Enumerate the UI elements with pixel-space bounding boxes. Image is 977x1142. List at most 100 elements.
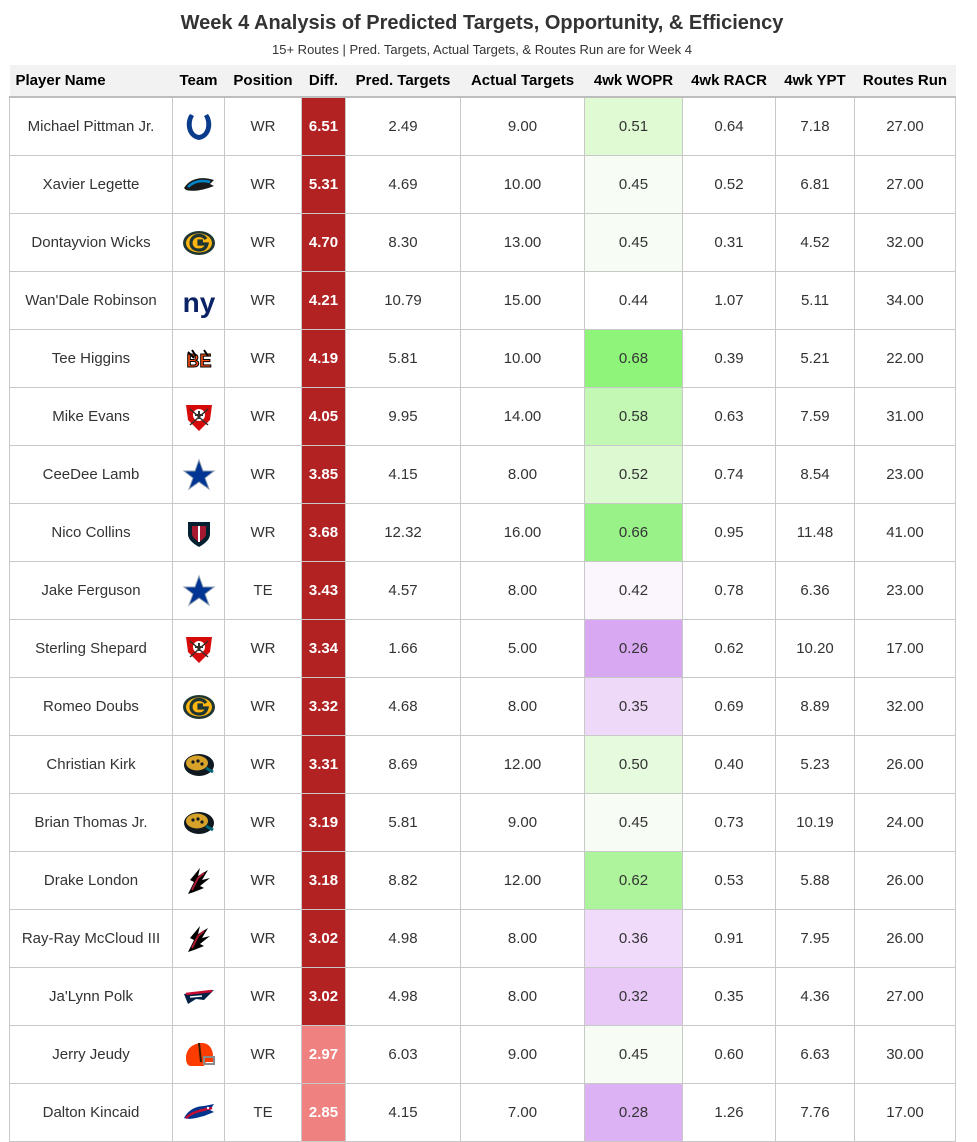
- colts-horseshoe-icon: [182, 110, 216, 144]
- table-row: Dontayvion Wicks WR 4.70 8.30 13.00 0.45 0.31 4…: [9, 213, 956, 272]
- packers-g-icon: [182, 690, 216, 724]
- racr-cell: 0.39: [682, 329, 776, 388]
- team-logo-cell: [172, 619, 225, 678]
- ypt-cell: 6.36: [775, 561, 855, 620]
- wopr-cell: 0.45: [584, 155, 683, 214]
- ypt-cell: 11.48: [775, 503, 855, 562]
- routes-run-cell: 23.00: [854, 561, 956, 620]
- wopr-cell: 0.32: [584, 967, 683, 1026]
- routes-run-cell: 27.00: [854, 155, 956, 214]
- position-cell: WR: [224, 909, 302, 968]
- column-header[interactable]: Player Name: [9, 65, 173, 98]
- column-header[interactable]: Diff.: [301, 65, 346, 98]
- column-header[interactable]: Position: [224, 65, 302, 98]
- column-header[interactable]: Team: [172, 65, 225, 98]
- analysis-table-container: Week 4 Analysis of Predicted Targets, Op…: [9, 0, 956, 1142]
- actual-targets-cell: 5.00: [460, 619, 585, 678]
- giants-ny-icon: ny: [182, 284, 216, 318]
- team-logo-cell: [172, 445, 225, 504]
- table-row: Wan'Dale Robinson ny WR 4.21 10.79 15.00 0.44 1…: [9, 271, 956, 330]
- player-name-cell: Xavier Legette: [9, 155, 173, 214]
- team-logo-cell: [172, 96, 225, 156]
- pred-targets-cell: 4.98: [345, 967, 461, 1026]
- team-logo-cell: [172, 909, 225, 968]
- pred-targets-cell: 12.32: [345, 503, 461, 562]
- wopr-cell: 0.35: [584, 677, 683, 736]
- player-name-cell: Christian Kirk: [9, 735, 173, 794]
- wopr-cell: 0.50: [584, 735, 683, 794]
- team-logo-cell: [172, 1083, 225, 1142]
- routes-run-cell: 30.00: [854, 1025, 956, 1084]
- column-header[interactable]: 4wk WOPR: [584, 65, 683, 98]
- wopr-cell: 0.62: [584, 851, 683, 910]
- pred-targets-cell: 6.03: [345, 1025, 461, 1084]
- actual-targets-cell: 16.00: [460, 503, 585, 562]
- routes-run-cell: 26.00: [854, 909, 956, 968]
- diff-cell: 4.05: [301, 387, 346, 446]
- targets-table: Player Name Team Position Diff. Pred. Ta…: [9, 65, 956, 1142]
- team-logo-cell: [172, 213, 225, 272]
- ypt-cell: 7.76: [775, 1083, 855, 1142]
- pred-targets-cell: 5.81: [345, 793, 461, 852]
- routes-run-cell: 17.00: [854, 1083, 956, 1142]
- team-logo-cell: [172, 387, 225, 446]
- routes-run-cell: 32.00: [854, 677, 956, 736]
- routes-run-cell: 32.00: [854, 213, 956, 272]
- wopr-cell: 0.26: [584, 619, 683, 678]
- table-row: Drake London WR 3.18 8.82 12.00 0.62 0.53 5.88 2…: [9, 851, 956, 910]
- diff-cell: 3.68: [301, 503, 346, 562]
- racr-cell: 0.60: [682, 1025, 776, 1084]
- racr-cell: 0.63: [682, 387, 776, 446]
- team-logo-cell: [172, 677, 225, 736]
- wopr-cell: 0.45: [584, 793, 683, 852]
- ypt-cell: 7.18: [775, 96, 855, 156]
- player-name-cell: Dalton Kincaid: [9, 1083, 173, 1142]
- bills-icon: [182, 1096, 216, 1130]
- wopr-cell: 0.52: [584, 445, 683, 504]
- position-cell: WR: [224, 851, 302, 910]
- actual-targets-cell: 7.00: [460, 1083, 585, 1142]
- position-cell: WR: [224, 503, 302, 562]
- pred-targets-cell: 4.57: [345, 561, 461, 620]
- column-header[interactable]: Pred. Targets: [345, 65, 461, 98]
- table-body: Michael Pittman Jr. WR 6.51 2.49 9.00 0.51 0.6…: [9, 96, 956, 1142]
- actual-targets-cell: 10.00: [460, 329, 585, 388]
- team-logo-cell: BE: [172, 329, 225, 388]
- routes-run-cell: 24.00: [854, 793, 956, 852]
- actual-targets-cell: 9.00: [460, 1025, 585, 1084]
- pred-targets-cell: 8.82: [345, 851, 461, 910]
- column-header[interactable]: 4wk YPT: [775, 65, 855, 98]
- actual-targets-cell: 12.00: [460, 735, 585, 794]
- table-row: Mike Evans WR 4.05 9.95 14.00 0.58 0.63 7.59 31.…: [9, 387, 956, 446]
- player-name-cell: Drake London: [9, 851, 173, 910]
- bengals-icon: BE: [182, 342, 216, 376]
- column-header[interactable]: Actual Targets: [460, 65, 585, 98]
- racr-cell: 0.91: [682, 909, 776, 968]
- team-logo-cell: [172, 793, 225, 852]
- ypt-cell: 5.11: [775, 271, 855, 330]
- player-name-cell: Romeo Doubs: [9, 677, 173, 736]
- diff-cell: 2.85: [301, 1083, 346, 1142]
- actual-targets-cell: 8.00: [460, 561, 585, 620]
- position-cell: TE: [224, 561, 302, 620]
- texans-icon: [182, 516, 216, 550]
- wopr-cell: 0.42: [584, 561, 683, 620]
- column-header[interactable]: Routes Run: [854, 65, 956, 98]
- column-header[interactable]: 4wk RACR: [682, 65, 776, 98]
- ypt-cell: 10.19: [775, 793, 855, 852]
- racr-cell: 0.53: [682, 851, 776, 910]
- table-row: Christian Kirk WR 3.31 8.69 12.00 0.50 0.40 5.2…: [9, 735, 956, 794]
- routes-run-cell: 26.00: [854, 851, 956, 910]
- routes-run-cell: 27.00: [854, 967, 956, 1026]
- diff-cell: 3.18: [301, 851, 346, 910]
- position-cell: WR: [224, 735, 302, 794]
- player-name-cell: Jerry Jeudy: [9, 1025, 173, 1084]
- racr-cell: 0.78: [682, 561, 776, 620]
- player-name-cell: Nico Collins: [9, 503, 173, 562]
- position-cell: WR: [224, 967, 302, 1026]
- actual-targets-cell: 14.00: [460, 387, 585, 446]
- actual-targets-cell: 8.00: [460, 677, 585, 736]
- position-cell: WR: [224, 329, 302, 388]
- pred-targets-cell: 8.30: [345, 213, 461, 272]
- routes-run-cell: 23.00: [854, 445, 956, 504]
